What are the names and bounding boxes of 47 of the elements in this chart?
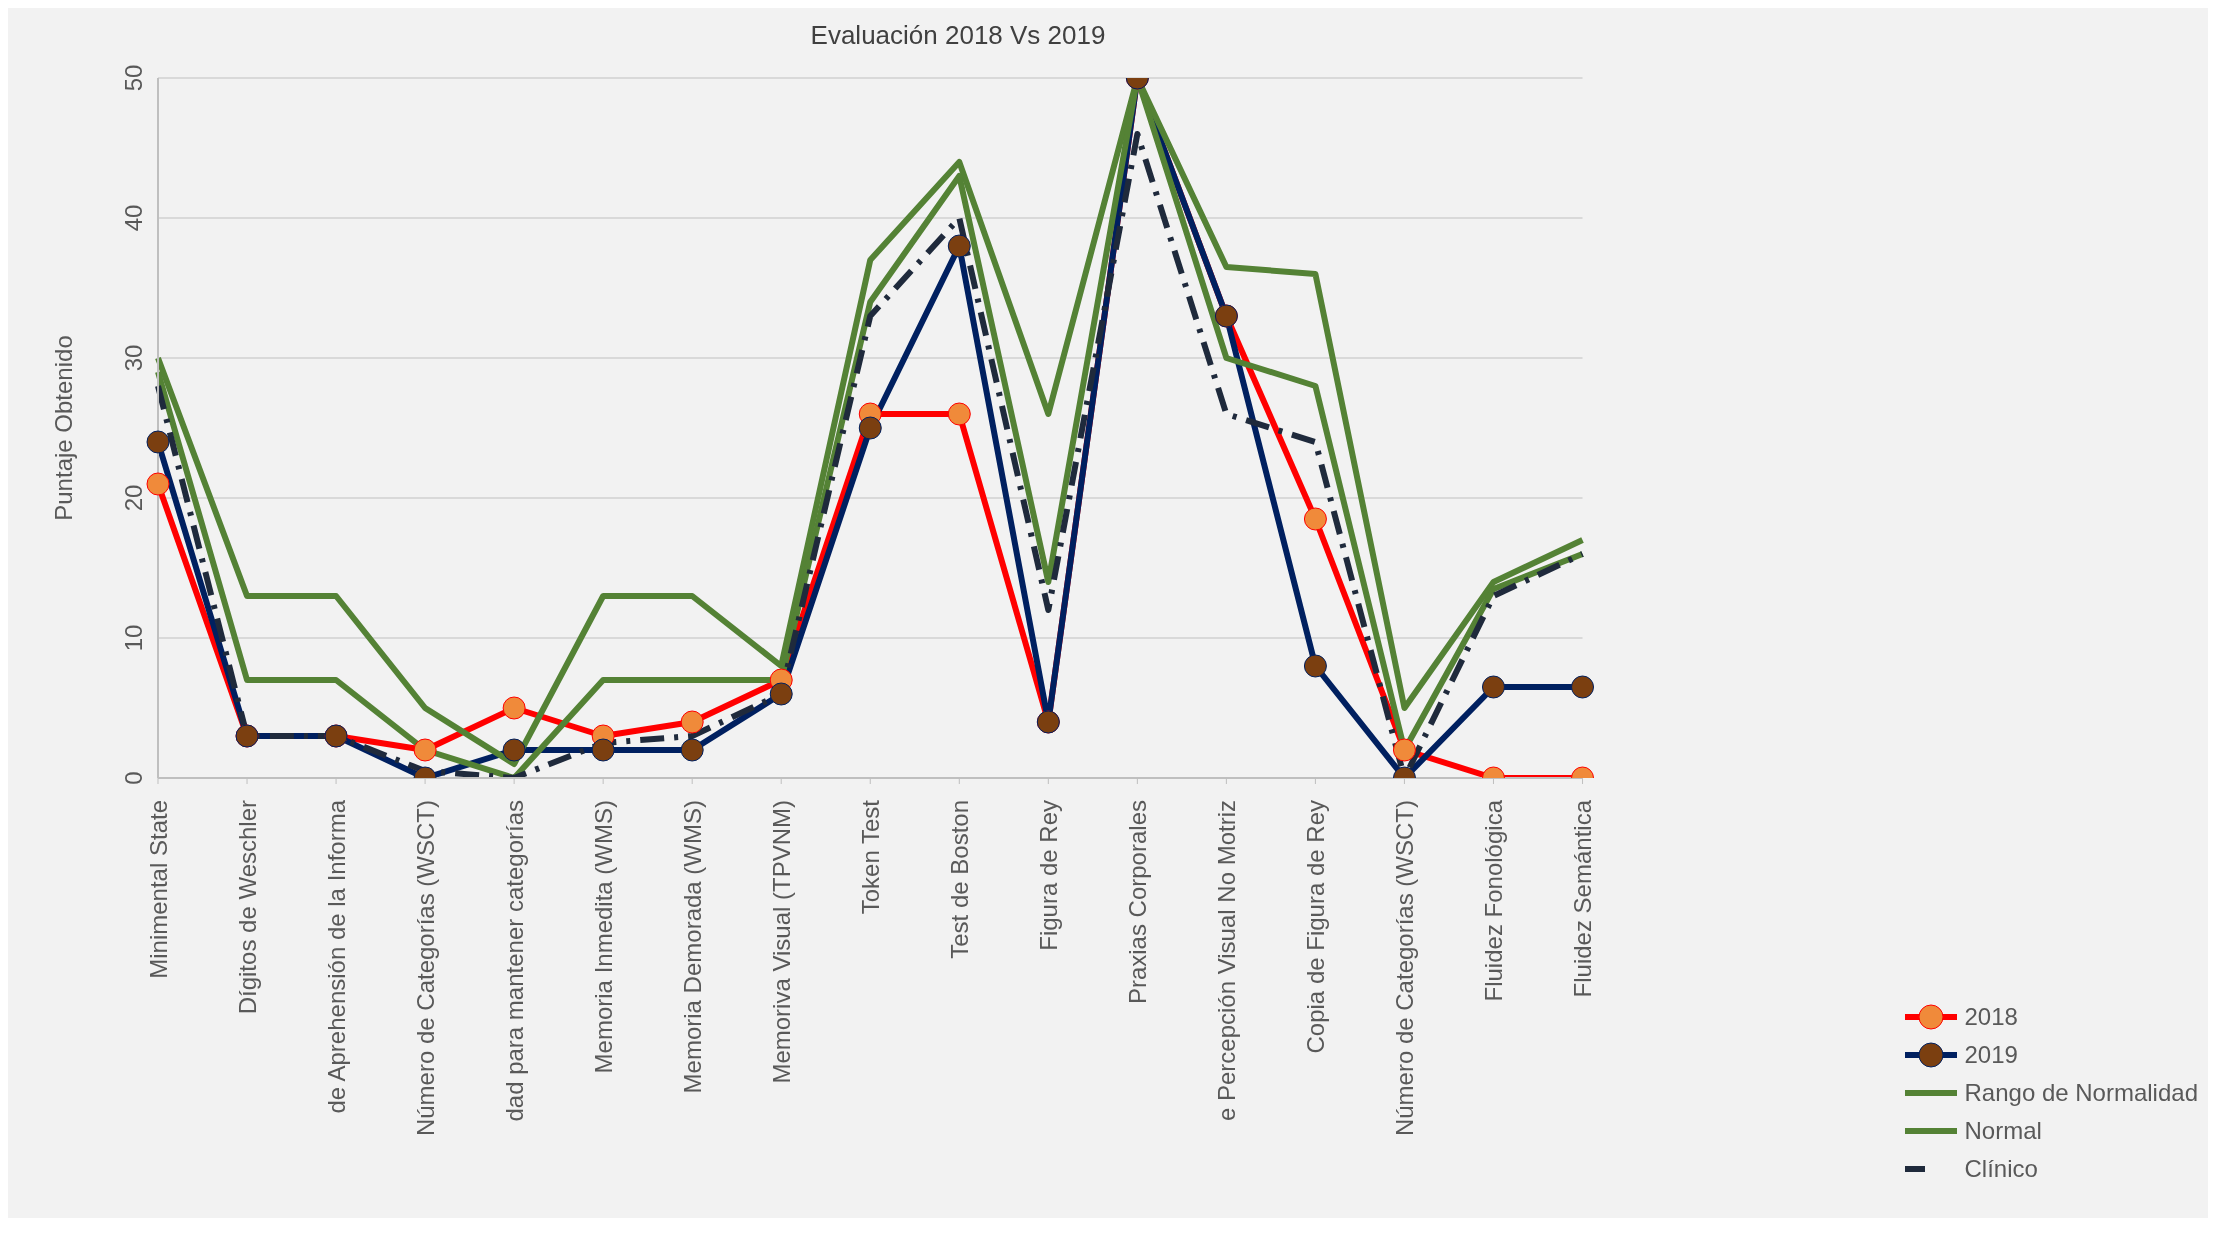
point: [1571, 675, 1595, 699]
y-tick-label: 10: [120, 624, 147, 652]
x-tick-label: e Percepción Visual No Motriz: [1212, 800, 1240, 1122]
x-tick-label: Número de Categorías (WSCT): [411, 800, 439, 1137]
legend-label: Rango de Normalidad: [1964, 1078, 2198, 1108]
point: [146, 472, 170, 496]
x-tick-label: Copia de Figura de Rey: [1301, 800, 1329, 1054]
x-tick-label: Fluidez Semántica: [1569, 799, 1597, 998]
point: [680, 738, 704, 762]
x-tick-label: Dígitos de Weschler: [233, 799, 261, 1015]
x-tick-label: Número de Categorías (WSCT): [1390, 800, 1418, 1137]
x-tick-label: dad para mantener categorías: [500, 800, 528, 1122]
x-tick-label: Figura de Rey: [1034, 800, 1062, 951]
y-tick-label: 20: [120, 484, 147, 512]
point: [591, 738, 615, 762]
x-tick-label: Minimental State: [144, 800, 172, 979]
x-tick-label: de Aprehensión de la Informa: [322, 799, 350, 1114]
legend-label: Normal: [1964, 1116, 2042, 1146]
x-tick-label: Test de Boston: [945, 800, 973, 959]
x-tick-label: Memoria Inmedita (WMS): [589, 800, 617, 1074]
x-tick-label: Token Test: [856, 799, 884, 915]
point: [858, 416, 882, 440]
point: [1303, 654, 1327, 678]
chart-title: Evaluación 2018 Vs 2019: [809, 20, 1107, 51]
y-tick-label: 40: [120, 204, 147, 232]
point: [502, 696, 526, 720]
point: [680, 710, 704, 734]
legend-label: 2019: [1964, 1040, 2018, 1070]
point: [502, 738, 526, 762]
point: [146, 430, 170, 454]
x-tick-label: Praxias Corporales: [1123, 800, 1151, 1005]
point: [1481, 675, 1505, 699]
legend-label: Clínico: [1964, 1154, 2038, 1184]
legend-label: 2018: [1964, 1002, 2018, 1032]
point: [947, 234, 971, 258]
y-tick-label: 30: [120, 344, 147, 372]
point: [1303, 507, 1327, 531]
point: [413, 738, 437, 762]
y-tick-label: 0: [120, 771, 147, 785]
y-tick-label: 50: [120, 64, 147, 92]
x-tick-label: Memoriva Visual (TPVNM): [767, 800, 795, 1084]
point: [947, 402, 971, 426]
point: [769, 682, 793, 706]
x-tick-label: Fluidez Fonológica: [1479, 799, 1507, 1002]
y-axis-title: Puntaje Obtenido: [49, 335, 77, 521]
x-tick-label: Memoria Demorada (WMS): [678, 800, 706, 1094]
point: [1392, 738, 1416, 762]
